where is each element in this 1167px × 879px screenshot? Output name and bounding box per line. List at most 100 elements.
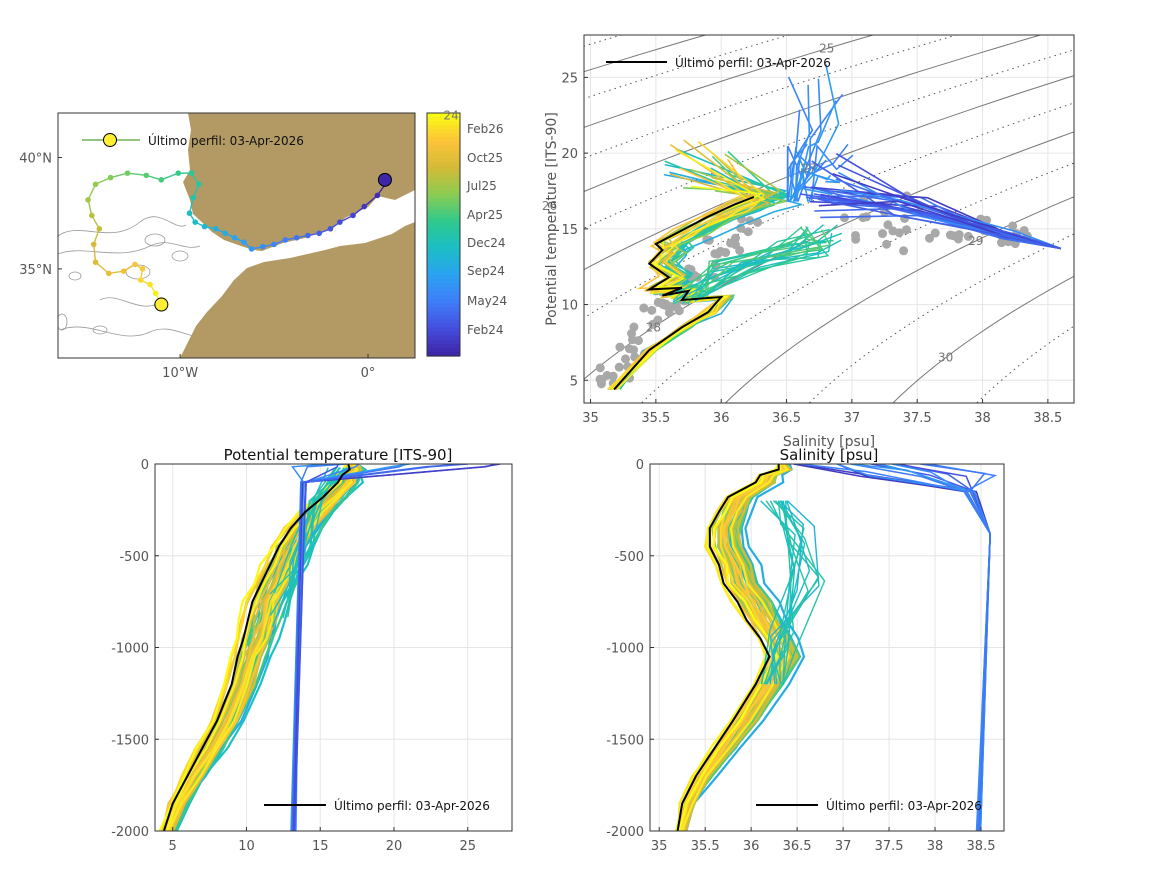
climatology-point <box>615 343 624 352</box>
temperature-ytick-label: -500 <box>119 550 149 565</box>
isopycnal-label: 24 <box>444 108 459 122</box>
temperature-xtick-label: 20 <box>386 839 403 854</box>
temperature-legend-label: Último perfil: 03-Apr-2026 <box>334 798 490 813</box>
temperature-ytick-label: -1500 <box>111 733 149 748</box>
ts-xtick-label: 36.5 <box>772 411 801 426</box>
ts-ytick-label: 15 <box>561 223 578 238</box>
colorbar-band <box>427 311 460 316</box>
climatology-point <box>955 230 964 239</box>
colorbar-band <box>427 158 460 163</box>
colorbar-label: Sep24 <box>467 264 505 278</box>
climatology-point <box>596 363 605 372</box>
colorbar-band <box>427 235 460 240</box>
colorbar-band <box>427 154 460 159</box>
colorbar-band <box>427 340 460 345</box>
profile-location <box>337 219 343 225</box>
colorbar-band <box>427 336 460 341</box>
colorbar-band <box>427 141 460 146</box>
profile-location <box>93 259 99 265</box>
profile-location <box>153 291 159 297</box>
climatology-point <box>721 248 730 257</box>
profile-location <box>140 266 146 272</box>
ts-legend-label: Último perfil: 03-Apr-2026 <box>675 55 831 70</box>
salinity-legend-label: Último perfil: 03-Apr-2026 <box>826 798 982 813</box>
colorbar-band <box>427 182 460 187</box>
colorbar-band <box>427 137 460 142</box>
temperature-grid <box>155 464 512 831</box>
profile-location <box>147 282 153 288</box>
colorbar-band <box>427 162 460 167</box>
profile-location <box>241 239 247 245</box>
colorbar-band <box>427 271 460 276</box>
profile-location <box>192 219 198 225</box>
colorbar-band <box>427 129 460 134</box>
ts-xtick-label: 35 <box>582 411 599 426</box>
colorbar-label: Feb26 <box>467 122 504 136</box>
legend-marker <box>104 134 117 147</box>
climatology-point <box>882 240 891 249</box>
colorbar-label: Oct25 <box>467 151 503 165</box>
profile-location <box>350 213 356 219</box>
colorbar-band <box>427 194 460 199</box>
salinity-ytick-label: -1500 <box>606 733 644 748</box>
colorbar-band <box>427 299 460 304</box>
colorbar-label: Feb24 <box>467 323 504 337</box>
profile-location <box>328 226 334 232</box>
salinity-xtick-label: 36.5 <box>783 839 812 854</box>
profile-location <box>187 210 193 216</box>
salinity-ytick-label: -1000 <box>606 642 644 657</box>
isopycnal-label: 30 <box>938 351 953 365</box>
profile-location <box>189 170 195 176</box>
isopycnal-line <box>969 17 1167 411</box>
profile-location <box>106 271 112 277</box>
colorbar-band <box>427 222 460 227</box>
colorbar-band <box>427 291 460 296</box>
profile-location <box>316 230 322 236</box>
ts-ytick-label: 5 <box>570 374 578 389</box>
profile-location <box>294 235 300 241</box>
colorbar-band <box>427 243 460 248</box>
ts-xtick-label: 37 <box>844 411 861 426</box>
map-ytick-label: 40°N <box>19 152 52 167</box>
climatology-point <box>661 300 670 309</box>
climatology-point <box>629 323 638 332</box>
profile-location <box>89 213 95 219</box>
colorbar-label: May24 <box>467 294 507 308</box>
colorbar-band <box>427 320 460 325</box>
climatology-point <box>899 246 908 255</box>
climatology-point <box>878 229 887 238</box>
colorbar-label: Apr25 <box>467 208 503 222</box>
colorbar-band <box>427 287 460 292</box>
colorbar-band <box>427 198 460 203</box>
colorbar-band <box>427 259 460 264</box>
colorbar-band <box>427 206 460 211</box>
salinity-xtick-label: 35 <box>651 839 668 854</box>
colorbar-band <box>427 279 460 284</box>
colorbar-band <box>427 275 460 280</box>
colorbar: Feb26 Oct25 Jul25 Apr25 Dec24 Sep24 May2… <box>427 113 507 357</box>
profile-location <box>97 226 103 232</box>
profile-location <box>144 173 150 179</box>
ts-ytick-label: 25 <box>561 71 578 86</box>
colorbar-band <box>427 226 460 231</box>
profile-location <box>138 277 144 283</box>
temperature-xtick-label: 15 <box>312 839 329 854</box>
colorbar-band <box>427 303 460 308</box>
ts-xtick-label: 38.5 <box>1033 411 1062 426</box>
profile-location <box>108 175 114 181</box>
colorbar-band <box>427 190 460 195</box>
salinity-ytick-label: -2000 <box>606 825 644 840</box>
temperature-xtick-label: 10 <box>238 839 255 854</box>
colorbar-band <box>427 348 460 353</box>
climatology-point <box>925 234 934 243</box>
salinity-ytick-label: -500 <box>614 550 644 565</box>
climatology-point <box>615 363 624 372</box>
salinity-xtick-label: 38.5 <box>967 839 996 854</box>
colorbar-band <box>427 267 460 272</box>
colorbar-band <box>427 324 460 329</box>
ts-xtick-label: 38 <box>974 411 991 426</box>
colorbar-band <box>427 295 460 300</box>
temperature-xtick-label: 5 <box>169 839 177 854</box>
